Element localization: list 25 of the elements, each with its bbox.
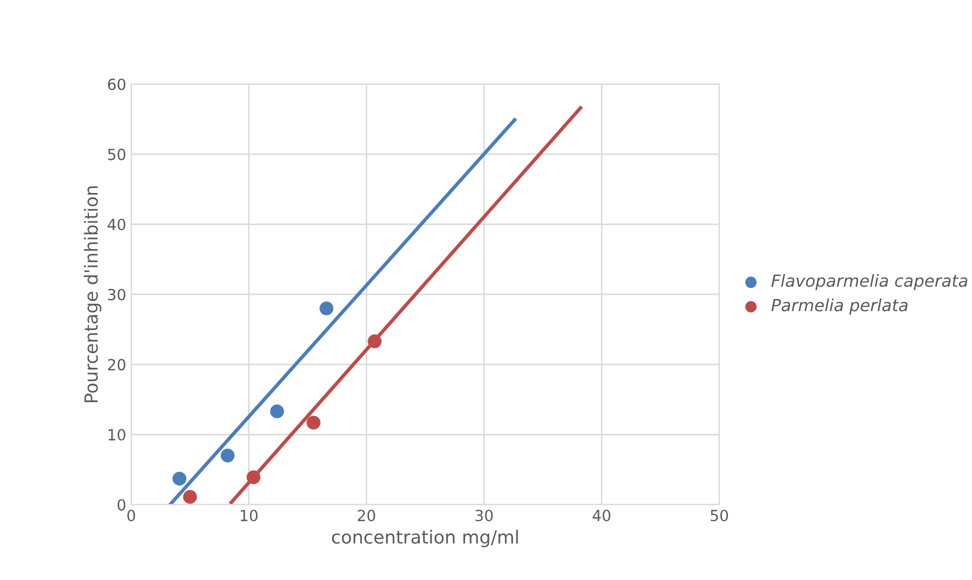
x-tick-label: 20 [358, 510, 376, 522]
x-tick-label: 40 [592, 510, 610, 522]
x-tick-label: 10 [240, 510, 258, 522]
y-tick-label: 20 [108, 358, 126, 370]
y-tick-label: 10 [108, 428, 126, 441]
point [246, 470, 260, 484]
y-tick-label: 40 [108, 218, 126, 230]
point [220, 448, 235, 462]
x-tick-label: 30 [476, 510, 493, 522]
point [270, 404, 284, 418]
y-tick-label: 50 [108, 148, 126, 160]
x-tick-label: 50 [710, 510, 728, 522]
y-tick-label: 0 [118, 499, 126, 511]
x-axis-title: concentration mg/ml [332, 530, 518, 548]
point [183, 490, 197, 504]
y-tick-label: 60 [108, 78, 126, 90]
point [306, 416, 320, 430]
x-tick-label: 0 [127, 510, 136, 522]
point [320, 301, 334, 316]
legend-label: Flavoparmelia caperata [771, 274, 968, 290]
point [172, 472, 186, 486]
y-tick-label: 30 [108, 288, 126, 300]
point [368, 334, 382, 348]
y-axis-title: Pourcentage d'inhibition [84, 186, 102, 402]
legend-label: Parmelia perlata [771, 298, 908, 315]
